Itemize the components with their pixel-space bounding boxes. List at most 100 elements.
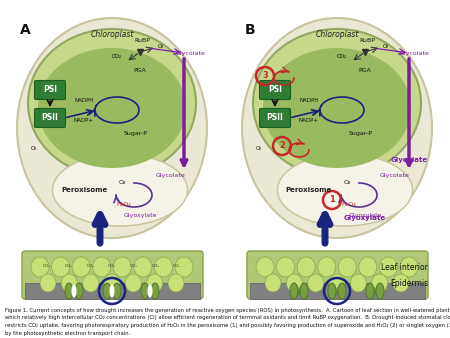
Text: Sugar-P: Sugar-P bbox=[349, 130, 373, 136]
Text: Chloroplast: Chloroplast bbox=[90, 30, 134, 39]
Text: Glycolate: Glycolate bbox=[391, 157, 428, 163]
Text: NADPH: NADPH bbox=[75, 97, 94, 102]
Ellipse shape bbox=[298, 287, 300, 295]
Ellipse shape bbox=[286, 274, 302, 292]
Ellipse shape bbox=[38, 48, 186, 168]
Ellipse shape bbox=[338, 257, 356, 277]
Ellipse shape bbox=[52, 257, 70, 277]
Ellipse shape bbox=[351, 274, 366, 292]
Text: O₂: O₂ bbox=[383, 44, 389, 48]
Ellipse shape bbox=[400, 257, 418, 277]
Text: H₂O₂: H₂O₂ bbox=[117, 201, 131, 207]
Text: CO₂: CO₂ bbox=[108, 264, 116, 268]
Ellipse shape bbox=[297, 257, 315, 277]
Ellipse shape bbox=[256, 257, 274, 277]
Text: 3: 3 bbox=[262, 72, 268, 80]
Text: restricts CO₂ uptake, favoring photorespiratory production of H₂O₂ in the peroxi: restricts CO₂ uptake, favoring photoresp… bbox=[5, 323, 450, 328]
Ellipse shape bbox=[263, 48, 411, 168]
Text: Figure 1. Current concepts of how drought increases the generation of reactive o: Figure 1. Current concepts of how drough… bbox=[5, 308, 450, 313]
Ellipse shape bbox=[53, 154, 188, 226]
Ellipse shape bbox=[336, 287, 338, 295]
Ellipse shape bbox=[141, 283, 149, 299]
Text: Epidermis: Epidermis bbox=[390, 279, 428, 288]
Ellipse shape bbox=[366, 283, 374, 299]
Text: RuBP: RuBP bbox=[359, 38, 375, 43]
Text: Peroxisome: Peroxisome bbox=[61, 187, 107, 193]
Ellipse shape bbox=[253, 29, 421, 177]
Ellipse shape bbox=[31, 257, 49, 277]
Ellipse shape bbox=[75, 283, 83, 299]
Text: Chloroplast: Chloroplast bbox=[315, 30, 359, 39]
Ellipse shape bbox=[113, 257, 131, 277]
Text: CO₂: CO₂ bbox=[65, 264, 73, 268]
Ellipse shape bbox=[17, 18, 207, 238]
Ellipse shape bbox=[242, 18, 432, 238]
Text: O₂: O₂ bbox=[31, 145, 37, 150]
Ellipse shape bbox=[308, 274, 324, 292]
Text: 2: 2 bbox=[279, 142, 285, 150]
Text: Glycolate: Glycolate bbox=[400, 50, 430, 55]
Text: PGA: PGA bbox=[359, 68, 371, 72]
Text: which relatively high intercellular CO₂ concentrations (Ci) allow efficient rege: which relatively high intercellular CO₂ … bbox=[5, 315, 450, 320]
FancyBboxPatch shape bbox=[260, 80, 291, 99]
Ellipse shape bbox=[359, 257, 377, 277]
Text: O₂: O₂ bbox=[256, 145, 262, 150]
Text: O₂: O₂ bbox=[158, 44, 164, 48]
Text: Leaf interior: Leaf interior bbox=[381, 264, 428, 272]
FancyBboxPatch shape bbox=[22, 251, 203, 299]
FancyBboxPatch shape bbox=[247, 251, 428, 299]
Ellipse shape bbox=[28, 29, 196, 177]
Ellipse shape bbox=[40, 274, 56, 292]
Text: A: A bbox=[20, 23, 31, 37]
Text: Glycolate: Glycolate bbox=[155, 173, 185, 178]
Text: NADP+: NADP+ bbox=[74, 118, 94, 122]
Text: Glyoxylate: Glyoxylate bbox=[348, 214, 382, 218]
Ellipse shape bbox=[328, 283, 336, 299]
Text: RuBP: RuBP bbox=[134, 38, 150, 43]
Ellipse shape bbox=[154, 257, 172, 277]
Ellipse shape bbox=[72, 257, 90, 277]
Text: H₂O₂: H₂O₂ bbox=[342, 201, 356, 207]
Ellipse shape bbox=[113, 283, 121, 299]
FancyBboxPatch shape bbox=[35, 108, 66, 127]
Text: NADPH: NADPH bbox=[300, 97, 319, 102]
Ellipse shape bbox=[109, 285, 114, 297]
Text: Glyoxylate: Glyoxylate bbox=[123, 214, 157, 218]
Ellipse shape bbox=[376, 283, 384, 299]
Ellipse shape bbox=[103, 283, 111, 299]
Text: O₂: O₂ bbox=[118, 179, 126, 185]
Text: PSII: PSII bbox=[266, 114, 284, 122]
Text: CO₂: CO₂ bbox=[151, 264, 159, 268]
Ellipse shape bbox=[175, 257, 193, 277]
FancyBboxPatch shape bbox=[35, 80, 66, 99]
Text: CO₂: CO₂ bbox=[43, 264, 51, 268]
Text: CO₂: CO₂ bbox=[112, 53, 122, 58]
Text: 1: 1 bbox=[329, 195, 335, 204]
Ellipse shape bbox=[393, 274, 409, 292]
Ellipse shape bbox=[278, 154, 413, 226]
Text: PGA: PGA bbox=[134, 68, 146, 72]
Text: CO₂: CO₂ bbox=[173, 264, 181, 268]
Ellipse shape bbox=[151, 283, 159, 299]
Text: CO₂: CO₂ bbox=[130, 264, 138, 268]
Text: PSII: PSII bbox=[41, 114, 58, 122]
Ellipse shape bbox=[148, 285, 153, 297]
FancyBboxPatch shape bbox=[260, 108, 291, 127]
Ellipse shape bbox=[134, 257, 152, 277]
Text: Glyoxylate: Glyoxylate bbox=[344, 215, 386, 221]
Ellipse shape bbox=[379, 257, 397, 277]
Ellipse shape bbox=[374, 287, 376, 295]
Text: NADP+: NADP+ bbox=[299, 118, 319, 122]
Text: Glycolate: Glycolate bbox=[175, 50, 205, 55]
Ellipse shape bbox=[372, 274, 387, 292]
Text: Glycolate: Glycolate bbox=[380, 173, 410, 178]
Ellipse shape bbox=[329, 274, 345, 292]
Text: CO₂: CO₂ bbox=[86, 264, 94, 268]
Ellipse shape bbox=[72, 285, 76, 297]
Text: PSI: PSI bbox=[268, 86, 282, 95]
Ellipse shape bbox=[265, 274, 281, 292]
Ellipse shape bbox=[104, 274, 120, 292]
Ellipse shape bbox=[168, 274, 184, 292]
Ellipse shape bbox=[290, 283, 298, 299]
Ellipse shape bbox=[147, 274, 162, 292]
